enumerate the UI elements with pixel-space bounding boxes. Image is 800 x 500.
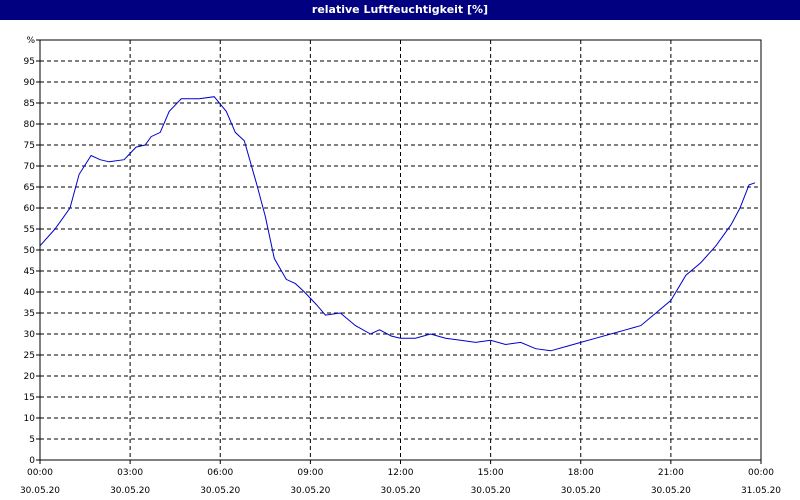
y-tick-label: 35 [24,309,35,319]
x-tick-date-label: 30.05.20 [200,486,240,496]
x-tick-time-label: 00:00 [748,468,774,478]
x-tick-time-label: 15:00 [478,468,504,478]
y-tick-label: 20 [24,372,36,382]
y-tick-label: 60 [24,204,36,214]
chart-title: relative Luftfeuchtigkeit [%] [0,0,800,20]
x-tick-date-label: 30.05.20 [290,486,330,496]
y-tick-label: 75 [24,141,35,151]
y-tick-label: 0 [29,456,35,466]
x-tick-date-label: 31.05.20 [741,486,781,496]
series-line [39,96,756,352]
y-tick-label: 30 [24,330,36,340]
x-tick-time-label: 00:00 [27,468,53,478]
y-tick-label: 65 [24,183,35,193]
x-tick-date-label: 30.05.20 [651,486,691,496]
x-tick-date-label: 30.05.20 [471,486,511,496]
y-tick-label: 55 [24,225,35,235]
x-tick-date-label: 30.05.20 [380,486,420,496]
y-tick-label: 95 [24,57,35,67]
y-tick-label: 70 [24,162,36,172]
x-tick-time-label: 18:00 [568,468,594,478]
x-tick-time-label: 06:00 [207,468,233,478]
x-tick-time-label: 21:00 [658,468,684,478]
y-tick-label: 50 [24,246,36,256]
x-tick-time-label: 09:00 [297,468,323,478]
y-tick-label: 90 [24,78,36,88]
x-tick-date-label: 30.05.20 [20,486,60,496]
x-tick-time-label: 12:00 [388,468,414,478]
y-tick-label: 10 [24,414,36,424]
y-tick-label: 40 [24,288,36,298]
y-tick-label: 15 [24,393,35,403]
y-tick-label: 85 [24,99,35,109]
y-tick-label: 80 [24,120,36,130]
y-tick-label: % [26,36,35,46]
x-tick-time-label: 03:00 [117,468,143,478]
y-tick-label: 5 [29,435,35,445]
y-tick-label: 45 [24,267,35,277]
y-tick-label: 25 [24,351,35,361]
x-tick-date-label: 30.05.20 [561,486,601,496]
x-tick-date-label: 30.05.20 [110,486,150,496]
